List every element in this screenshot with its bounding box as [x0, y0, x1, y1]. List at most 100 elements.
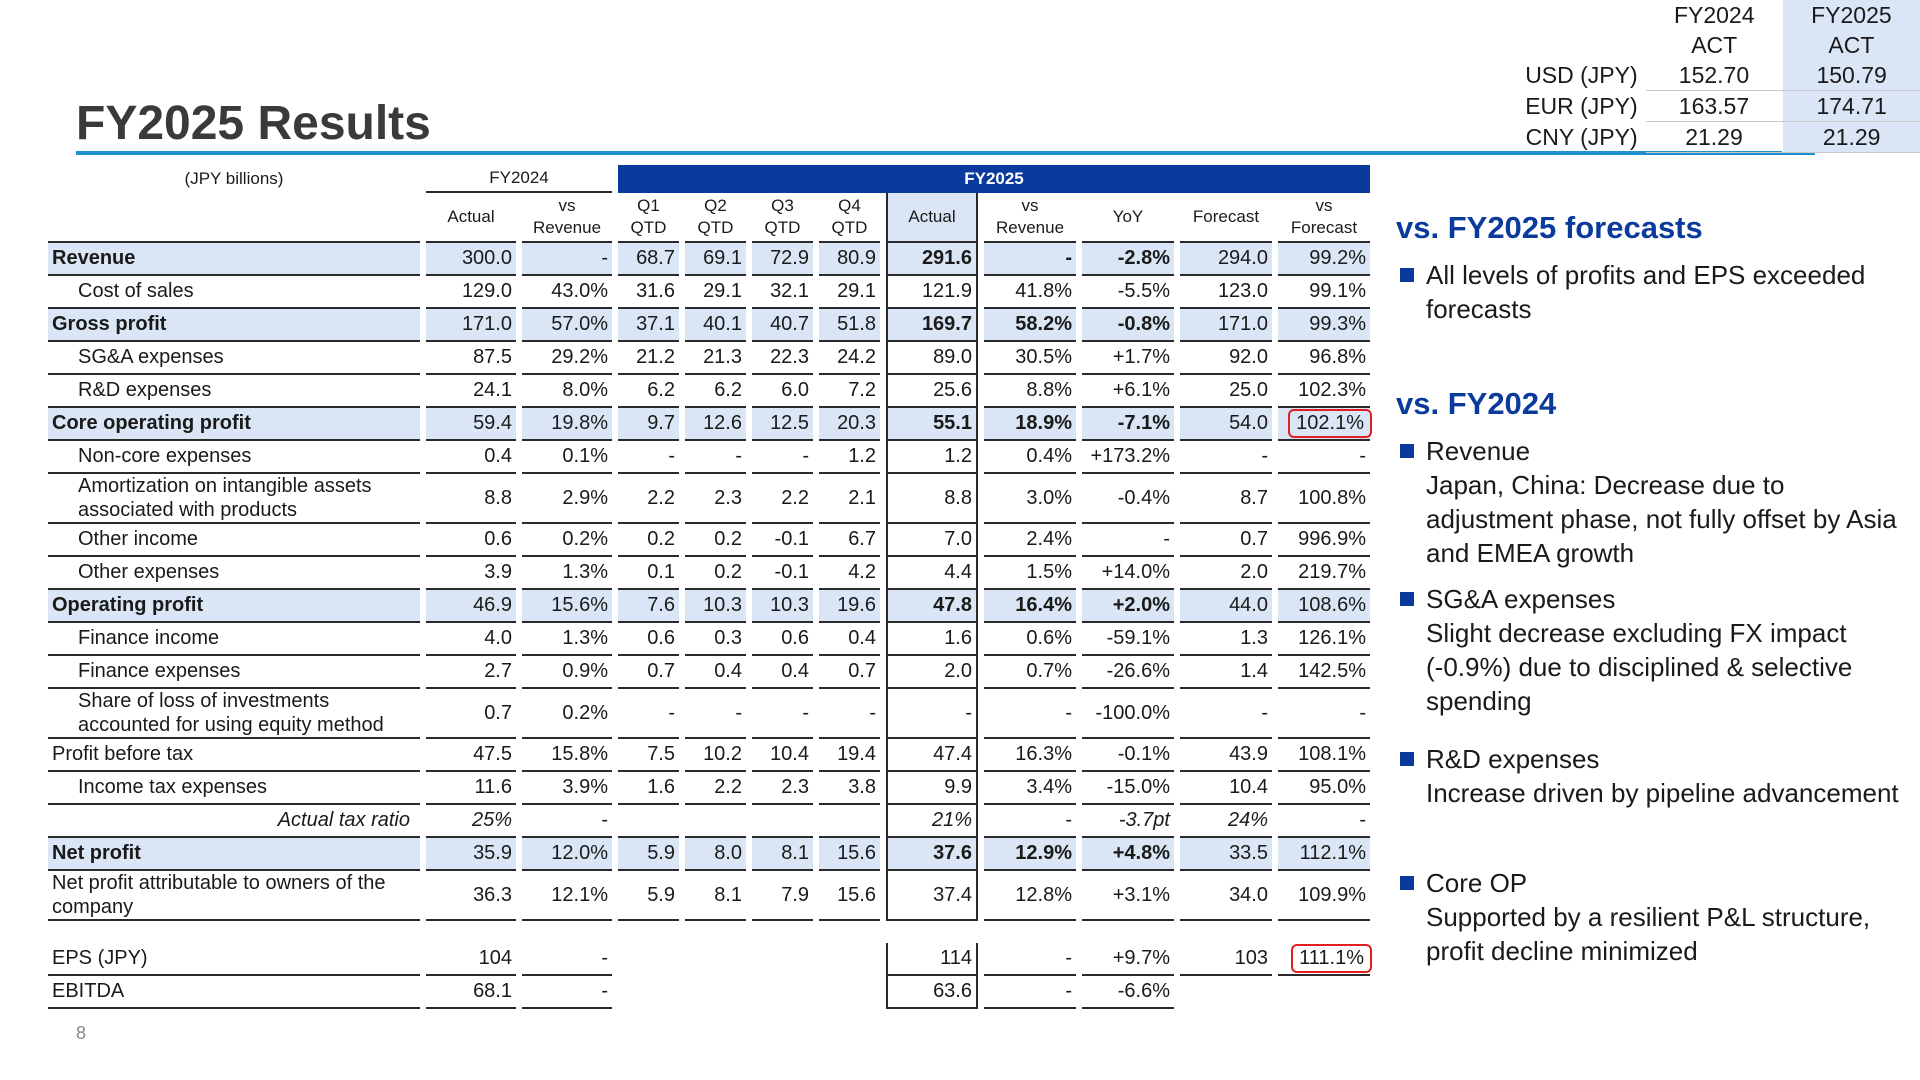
col-q3: Q3 QTD: [752, 193, 813, 243]
cell-fy24-actual: 24.1: [426, 375, 516, 408]
fx-row: USD (JPY) 152.70 150.79: [1506, 60, 1920, 91]
fx-header-row: FY2024 FY2025: [1506, 0, 1920, 30]
page-title: FY2025 Results: [76, 97, 431, 150]
cell-forecast: 123.0: [1180, 276, 1272, 309]
table-row: Gross profit 171.0 57.0% 37.1 40.1 40.7 51.8 16…: [48, 309, 1370, 342]
cell-fy24-actual: 0.6: [426, 524, 516, 557]
cell-fy24-vs-revenue: 15.8%: [522, 739, 612, 772]
cell-q1-qtd: 0.7: [618, 656, 679, 689]
cell-q4-qtd: [819, 805, 880, 838]
cell-fy24-vs-revenue: 2.9%: [522, 474, 612, 524]
cell-forecast: -: [1180, 441, 1272, 474]
cell-fy24-vs-revenue: 0.2%: [522, 524, 612, 557]
row-label: Amortization on intangible assets associ…: [48, 474, 420, 524]
cell-vs-forecast: 219.7%: [1278, 557, 1370, 590]
fx-currency-label: USD (JPY): [1525, 62, 1638, 89]
cell-fy25-vs-revenue: 30.5%: [984, 342, 1076, 375]
cell-fy25-actual: 63.6: [886, 976, 978, 1009]
column-header-row: Actual vs Revenue Q1 QTD Q2 QTD Q3 QTD Q4 QTD…: [48, 193, 1370, 243]
cell-q1-qtd: 7.6: [618, 590, 679, 623]
table-row: Net profit 35.9 12.0% 5.9 8.0 8.1 15.6 37.6 12.9…: [48, 838, 1370, 871]
highlight-callout: 102.1%: [1288, 409, 1372, 438]
cell-fy25-vs-revenue: 0.4%: [984, 441, 1076, 474]
cell-yoy: -6.6%: [1082, 976, 1174, 1009]
cell-forecast: 8.7: [1180, 474, 1272, 524]
cell-q4-qtd: 20.3: [819, 408, 880, 441]
cell-q4-qtd: 3.8: [819, 772, 880, 805]
cell-q2-qtd: 69.1: [685, 243, 746, 276]
cell-q4-qtd: 15.6: [819, 838, 880, 871]
cell-q1-qtd: 0.1: [618, 557, 679, 590]
cell-yoy: +14.0%: [1082, 557, 1174, 590]
cell-yoy: +173.2%: [1082, 441, 1174, 474]
cell-yoy: +3.1%: [1082, 871, 1174, 921]
row-label: Cost of sales: [48, 276, 420, 309]
cell-q3-qtd: 72.9: [752, 243, 813, 276]
page-number: 8: [76, 1023, 87, 1043]
cell-fy25-actual: 55.1: [886, 408, 978, 441]
row-label: Core operating profit: [48, 408, 420, 441]
row-label: Non-core expenses: [48, 441, 420, 474]
cell-forecast: 54.0: [1180, 408, 1272, 441]
cell-q1-qtd: 68.7: [618, 243, 679, 276]
cell-vs-forecast: 102.3%: [1278, 375, 1370, 408]
cell-forecast: [1180, 976, 1272, 1009]
cell-q2-qtd: [685, 943, 746, 976]
cell-fy25-vs-revenue: 1.5%: [984, 557, 1076, 590]
cell-fy24-vs-revenue: 3.9%: [522, 772, 612, 805]
bullet-text: Supported by a resilient P&L structure, …: [1426, 902, 1871, 966]
cell-q4-qtd: 19.4: [819, 739, 880, 772]
cell-fy24-vs-revenue: 29.2%: [522, 342, 612, 375]
cell-q3-qtd: 10.4: [752, 739, 813, 772]
cell-forecast: 2.0: [1180, 557, 1272, 590]
cell-q2-qtd: -: [685, 441, 746, 474]
cell-fy25-vs-revenue: 12.9%: [984, 838, 1076, 871]
comparison-bullet: Core OP Supported by a resilient P&L str…: [1396, 866, 1916, 968]
cell-fy24-actual: 8.8: [426, 474, 516, 524]
cell-q1-qtd: 0.2: [618, 524, 679, 557]
row-label: Net profit attributable to owners of the…: [48, 871, 420, 921]
cell-fy25-actual: 7.0: [886, 524, 978, 557]
cell-fy25-vs-revenue: 18.9%: [984, 408, 1076, 441]
cell-fy25-vs-revenue: -: [984, 689, 1076, 739]
group-header-row: (JPY billions) FY2024 FY2025: [48, 165, 1370, 193]
cell-fy25-actual: 1.6: [886, 623, 978, 656]
cell-q3-qtd: 7.9: [752, 871, 813, 921]
cell-fy24-actual: 46.9: [426, 590, 516, 623]
cell-q1-qtd: -: [618, 689, 679, 739]
cell-q1-qtd: [618, 805, 679, 838]
cell-q1-qtd: -: [618, 441, 679, 474]
cell-fy25-vs-revenue: 41.8%: [984, 276, 1076, 309]
highlight-callout: 111.1%: [1291, 944, 1372, 973]
cell-q1-qtd: 21.2: [618, 342, 679, 375]
bullet-title: Revenue: [1426, 436, 1531, 466]
cell-q3-qtd: -: [752, 689, 813, 739]
cell-q2-qtd: [685, 805, 746, 838]
comparison-bullet: Revenue Japan, China: Decrease due to ad…: [1396, 434, 1916, 570]
cell-q4-qtd: 0.4: [819, 623, 880, 656]
fy2024-heading: vs. FY2024: [1396, 386, 1557, 421]
cell-q3-qtd: 10.3: [752, 590, 813, 623]
cell-q4-qtd: 80.9: [819, 243, 880, 276]
cell-fy24-actual: 0.4: [426, 441, 516, 474]
cell-forecast: 10.4: [1180, 772, 1272, 805]
fx-rate-table: FY2024 FY2025 ACT ACT USD (JPY) 152.70 1…: [1506, 0, 1920, 153]
cell-vs-forecast: -: [1278, 805, 1370, 838]
cell-fy24-actual: 2.7: [426, 656, 516, 689]
cell-q1-qtd: [618, 976, 679, 1009]
cell-q4-qtd: 2.1: [819, 474, 880, 524]
fx-value: 21.29: [1645, 121, 1784, 153]
cell-fy25-actual: 121.9: [886, 276, 978, 309]
cell-forecast: 44.0: [1180, 590, 1272, 623]
cell-q4-qtd: 19.6: [819, 590, 880, 623]
cell-fy25-vs-revenue: 3.0%: [984, 474, 1076, 524]
cell-fy25-actual: 2.0: [886, 656, 978, 689]
title-divider: [76, 151, 1815, 155]
cell-forecast: 34.0: [1180, 871, 1272, 921]
cell-forecast: 1.3: [1180, 623, 1272, 656]
cell-fy24-actual: 68.1: [426, 976, 516, 1009]
col-vs-forecast: vs Forecast: [1278, 193, 1370, 243]
cell-q3-qtd: 40.7: [752, 309, 813, 342]
cell-q2-qtd: -: [685, 689, 746, 739]
bullet-square-icon: [1400, 444, 1414, 458]
